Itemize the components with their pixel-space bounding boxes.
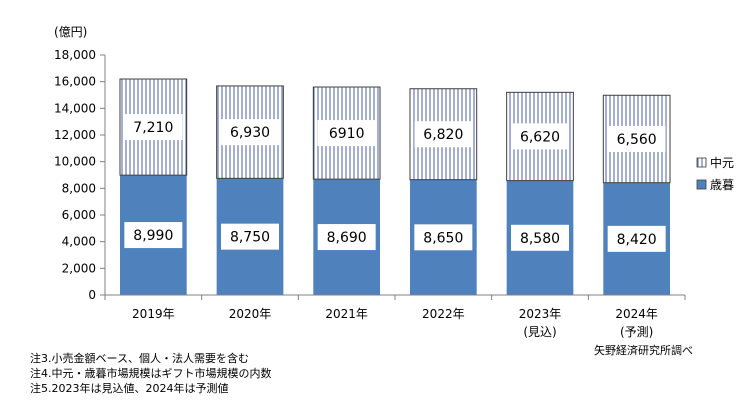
data-label-box (221, 223, 279, 250)
note-4: 注4.中元・歳暮市場規模はギフト市場規模の内数 (30, 367, 272, 380)
data-label-box (511, 123, 569, 150)
legend-swatch (696, 157, 707, 168)
bars: 8,990 7,210 8,750 6,930 8,690 6910 8,650 6,820 8… (119, 78, 671, 295)
x-tick-label: 2020年 (229, 307, 272, 321)
source-credit: 矢野経済研究所調べ (594, 344, 693, 357)
note-3: 注3.小売金額ベース、個人・法人需要を含む (30, 352, 249, 365)
data-label-chugen: 6,560 (617, 132, 657, 148)
data-label-box (607, 225, 666, 252)
data-label-chugen: 7,210 (133, 120, 173, 136)
data-label-seibo: 8,990 (133, 228, 173, 244)
y-tick-label: 4,000 (62, 235, 96, 249)
data-label-box (221, 119, 279, 146)
data-label-chugen: 6910 (329, 126, 365, 142)
y-tick-label: 16,000 (54, 75, 96, 89)
legend-swatch (696, 179, 707, 190)
y-tick-label: 6,000 (62, 208, 96, 222)
y-tick-label: 10,000 (54, 155, 96, 169)
x-tick-sublabel: (見込) (523, 325, 556, 339)
x-axis: 2019年 2020年 2021年 2022年 2023年 (見込) 2024年 (予測) (104, 294, 686, 339)
data-label-box (124, 114, 183, 141)
y-tick-label: 8,000 (62, 181, 96, 195)
legend-label: 中元 (710, 155, 734, 170)
y-tick-label: 12,000 (54, 128, 96, 142)
x-tick-label: 2019年 (132, 307, 175, 321)
data-label-chugen: 6,620 (520, 129, 560, 145)
data-label-box (414, 121, 473, 148)
legend-label: 歳暮 (710, 178, 734, 192)
y-tick-label: 2,000 (62, 261, 96, 275)
data-label-seibo: 8,650 (423, 230, 463, 246)
data-label-box (511, 224, 569, 251)
y-axis-unit-label: (億円) (54, 25, 87, 39)
note-5: 注5.2023年は見込値、2024年は予測値 (30, 382, 229, 395)
data-label-chugen: 6,820 (423, 127, 463, 143)
data-label-box (317, 120, 376, 147)
data-label-box (607, 126, 666, 152)
data-label-box (317, 224, 376, 251)
x-tick-sublabel: (予測) (620, 325, 653, 339)
data-label-seibo: 8,690 (327, 230, 367, 246)
data-label-seibo: 8,750 (230, 230, 270, 246)
data-label-seibo: 8,420 (617, 232, 657, 248)
y-tick-label: 18,000 (54, 48, 96, 62)
y-axis: 0 2,000 4,000 6,000 8,000 10,000 12,000 14,000 1… (54, 48, 106, 302)
x-tick-label: 2024年 (615, 307, 658, 321)
data-label-chugen: 6,930 (230, 125, 270, 141)
data-label-box (414, 224, 473, 251)
x-tick-label: 2022年 (422, 307, 465, 321)
y-tick-label: 14,000 (54, 101, 96, 115)
data-label-seibo: 8,580 (520, 231, 560, 247)
y-tick-label: 0 (88, 288, 96, 302)
data-label-box (124, 222, 183, 249)
x-tick-label: 2023年 (519, 307, 562, 321)
x-tick-label: 2021年 (325, 307, 368, 321)
